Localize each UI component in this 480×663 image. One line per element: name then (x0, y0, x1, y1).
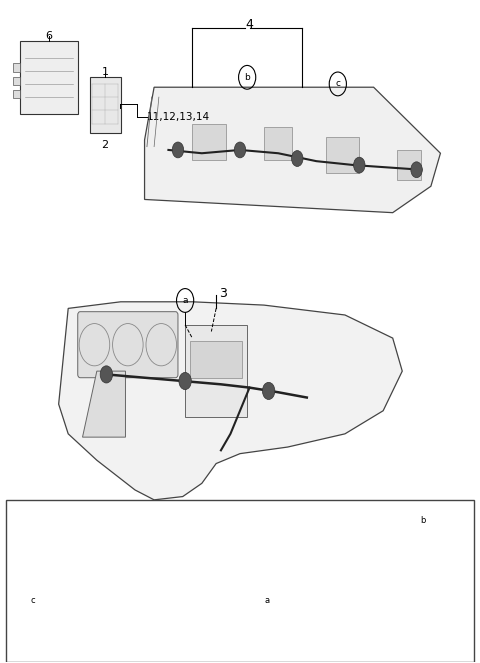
Bar (277, 642, 283, 655)
FancyBboxPatch shape (78, 312, 178, 378)
Polygon shape (83, 371, 125, 437)
FancyBboxPatch shape (6, 500, 474, 662)
Text: b: b (244, 73, 250, 82)
Text: 2: 2 (102, 141, 109, 151)
Polygon shape (279, 546, 283, 575)
Circle shape (194, 636, 202, 646)
FancyBboxPatch shape (185, 325, 247, 417)
FancyBboxPatch shape (192, 123, 226, 160)
Text: 8: 8 (197, 515, 204, 525)
Text: 3: 3 (219, 286, 227, 300)
Bar (127, 562, 132, 567)
Text: 17: 17 (116, 596, 130, 606)
Text: 7: 7 (120, 515, 127, 525)
Polygon shape (144, 88, 441, 213)
FancyBboxPatch shape (264, 631, 288, 656)
Bar (269, 642, 275, 655)
FancyBboxPatch shape (397, 150, 421, 180)
Polygon shape (59, 302, 402, 500)
Circle shape (179, 373, 192, 390)
FancyBboxPatch shape (326, 137, 360, 173)
FancyBboxPatch shape (347, 633, 364, 653)
Bar (120, 562, 125, 567)
FancyBboxPatch shape (190, 341, 242, 378)
Circle shape (41, 632, 49, 644)
Circle shape (100, 366, 113, 383)
Circle shape (172, 142, 184, 158)
Text: c: c (336, 80, 340, 88)
Text: 18: 18 (194, 596, 208, 606)
Text: 4: 4 (246, 18, 253, 31)
Text: 9: 9 (276, 515, 283, 525)
Circle shape (234, 142, 246, 158)
Circle shape (431, 551, 439, 564)
Circle shape (291, 151, 303, 166)
FancyBboxPatch shape (110, 553, 131, 568)
Text: 15: 15 (435, 515, 449, 525)
Text: 6: 6 (46, 30, 53, 40)
FancyBboxPatch shape (13, 90, 21, 98)
Circle shape (411, 162, 422, 178)
FancyBboxPatch shape (268, 628, 280, 635)
FancyBboxPatch shape (201, 638, 210, 644)
Text: 5: 5 (42, 515, 48, 525)
Text: a: a (264, 597, 270, 605)
Circle shape (263, 383, 275, 400)
Text: b: b (420, 516, 426, 524)
FancyBboxPatch shape (13, 64, 21, 72)
Circle shape (37, 627, 53, 649)
Circle shape (191, 551, 200, 564)
Text: 10: 10 (350, 515, 364, 525)
Bar (114, 562, 118, 567)
Text: a: a (182, 296, 188, 305)
Text: 11,12,13,14: 11,12,13,14 (147, 112, 210, 122)
Text: 16: 16 (45, 596, 60, 606)
FancyBboxPatch shape (90, 78, 120, 133)
FancyBboxPatch shape (43, 641, 48, 654)
Text: 19: 19 (279, 596, 293, 606)
Circle shape (116, 632, 130, 650)
FancyBboxPatch shape (21, 41, 78, 113)
Text: 20: 20 (350, 596, 364, 606)
Circle shape (354, 157, 365, 173)
FancyBboxPatch shape (32, 552, 52, 572)
Text: c: c (31, 597, 36, 605)
Circle shape (427, 546, 443, 568)
FancyBboxPatch shape (432, 560, 437, 571)
FancyBboxPatch shape (191, 564, 212, 571)
FancyBboxPatch shape (264, 127, 292, 160)
Text: 1: 1 (102, 67, 108, 77)
FancyBboxPatch shape (48, 549, 54, 565)
Circle shape (120, 637, 126, 645)
Circle shape (353, 637, 359, 645)
Circle shape (202, 551, 211, 564)
FancyBboxPatch shape (13, 77, 21, 86)
